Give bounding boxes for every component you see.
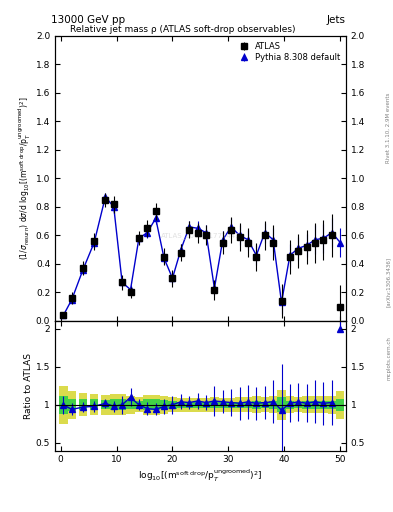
- Y-axis label: $(1/\sigma_{\rm resurn})$ d$\sigma$/d log$_{10}$[(m$^{\rm soft\ drop}$/p$_T^{\rm: $(1/\sigma_{\rm resurn})$ d$\sigma$/d lo…: [17, 97, 33, 260]
- X-axis label: log$_{10}$[(m$^{\rm soft\ drop}$/p$_T^{\rm ungroomed}$)$^2$]: log$_{10}$[(m$^{\rm soft\ drop}$/p$_T^{\…: [138, 467, 263, 483]
- Text: mcplots.cern.ch: mcplots.cern.ch: [386, 336, 391, 380]
- Y-axis label: Ratio to ATLAS: Ratio to ATLAS: [24, 353, 33, 419]
- Text: [arXiv:1306.3436]: [arXiv:1306.3436]: [386, 257, 391, 307]
- Text: 13000 GeV pp: 13000 GeV pp: [51, 15, 125, 25]
- Text: Rivet 3.1.10, 2.9M events: Rivet 3.1.10, 2.9M events: [386, 93, 391, 163]
- Text: Relative jet mass ρ (ATLAS soft-drop observables): Relative jet mass ρ (ATLAS soft-drop obs…: [70, 25, 295, 34]
- Text: Jets: Jets: [327, 15, 346, 25]
- Text: ATLAS_2019_I1772441: ATLAS_2019_I1772441: [161, 232, 240, 239]
- Legend: ATLAS, Pythia 8.308 default: ATLAS, Pythia 8.308 default: [235, 38, 343, 66]
